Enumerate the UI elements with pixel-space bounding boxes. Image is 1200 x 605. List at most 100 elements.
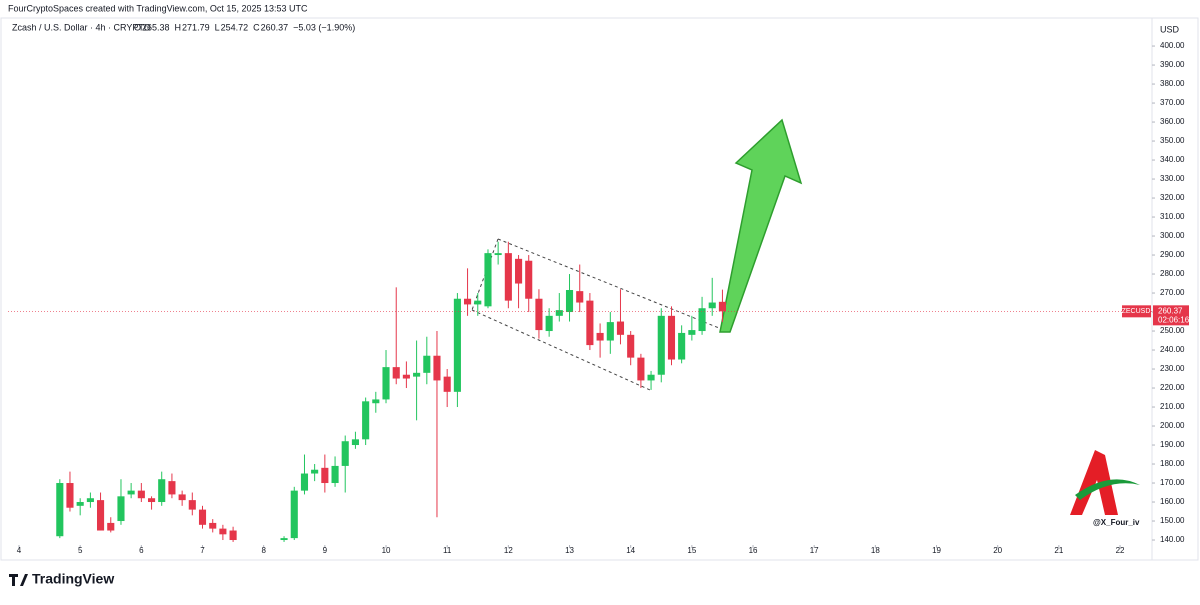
- candle-body: [484, 253, 492, 307]
- candle-body: [56, 483, 64, 537]
- candle-body: [66, 483, 74, 508]
- y-tick-label: 300.00: [1160, 231, 1185, 240]
- y-tick-label: 210.00: [1160, 402, 1185, 411]
- candle-body: [158, 479, 166, 503]
- chart-frame: [0, 17, 1199, 561]
- y-tick-label: 270.00: [1160, 288, 1185, 297]
- ohlc-value: −5.03 (−1.90%): [293, 22, 355, 32]
- candle-body: [331, 465, 339, 484]
- watermark-logo: [1070, 450, 1118, 515]
- candle-body: [606, 322, 614, 341]
- x-tick-label: 9: [323, 546, 328, 555]
- x-tick-label: 18: [871, 546, 880, 555]
- candle-body: [351, 439, 359, 446]
- candle-body: [545, 315, 553, 332]
- candle-body: [413, 372, 421, 377]
- candle-body: [96, 500, 105, 531]
- ohlc-label: L: [215, 22, 220, 32]
- y-tick-label: 230.00: [1160, 364, 1185, 373]
- candle-body: [616, 321, 625, 335]
- candle-body: [402, 374, 410, 379]
- y-tick-label: 290.00: [1160, 250, 1185, 259]
- ohlc-label: O: [134, 22, 141, 32]
- candle-body: [596, 332, 604, 341]
- candle-body: [698, 308, 706, 332]
- x-tick-label: 22: [1116, 546, 1125, 555]
- x-tick-label: 17: [810, 546, 819, 555]
- candle-body: [117, 496, 125, 522]
- up-arrow: [719, 118, 803, 333]
- candle-body: [127, 490, 135, 495]
- channel-upper: [497, 238, 725, 331]
- symbol-tag: ZECUSD: [1122, 308, 1151, 315]
- x-tick-label: 15: [687, 546, 696, 555]
- y-tick-label: 350.00: [1160, 136, 1185, 145]
- candle-body: [382, 367, 390, 400]
- candle-body: [515, 258, 523, 284]
- y-tick-label: 380.00: [1160, 79, 1185, 88]
- countdown: 02:06:16: [1158, 315, 1190, 324]
- price-tag-bg: [1153, 305, 1189, 326]
- candle-body: [168, 481, 176, 495]
- candle-body: [657, 315, 665, 375]
- x-tick-label: 6: [139, 546, 144, 555]
- channel-lower: [471, 309, 651, 391]
- y-tick-label: 310.00: [1160, 212, 1185, 221]
- candle-body: [300, 473, 309, 491]
- candle-body: [372, 399, 380, 404]
- y-tick-label: 200.00: [1160, 421, 1185, 430]
- y-tick-label: 150.00: [1160, 516, 1185, 525]
- candle-body: [525, 260, 533, 299]
- y-tick-label: 280.00: [1160, 269, 1185, 278]
- candle-body: [148, 498, 156, 503]
- x-tick-label: 11: [443, 546, 452, 555]
- y-tick-label: 360.00: [1160, 117, 1185, 126]
- x-tick-label: 7: [200, 546, 205, 555]
- ohlc-value: 254.72: [221, 22, 249, 32]
- ohlc-value: 260.37: [261, 22, 289, 32]
- y-tick-label: 330.00: [1160, 174, 1185, 183]
- candle-body: [362, 401, 370, 440]
- y-tick-label: 180.00: [1160, 459, 1185, 468]
- symbol: Zcash / U.S. Dollar · 4h · CRYPTO: [12, 22, 151, 32]
- credit: FourCryptoSpaces created with TradingVie…: [8, 3, 308, 13]
- y-tick-label: 340.00: [1160, 155, 1185, 164]
- candle-body: [565, 289, 574, 313]
- candle-body: [637, 357, 645, 381]
- watermark-swoosh: [1075, 479, 1140, 500]
- candle-body: [86, 498, 94, 503]
- x-tick-label: 20: [993, 546, 1002, 555]
- footer: TradingView: [32, 571, 114, 587]
- y-tick-label: 390.00: [1160, 60, 1185, 69]
- x-tick-label: 14: [626, 546, 635, 555]
- x-tick-label: 4: [17, 546, 22, 555]
- candle-body: [229, 530, 237, 541]
- candle-body: [423, 355, 431, 373]
- x-tick-label: 12: [504, 546, 513, 555]
- candle-body: [188, 500, 196, 510]
- ohlc-legend: O 265.38 H 271.79 L 254.72 C 260.37 −5.03 (−1.90…: [134, 22, 355, 32]
- price-tag: 260.37: [1158, 306, 1183, 315]
- y-tick-label: 170.00: [1160, 478, 1185, 487]
- x-tick-label: 19: [932, 546, 941, 555]
- candle-body: [688, 330, 696, 335]
- candle-body: [107, 522, 115, 531]
- ohlc-value: 265.38: [142, 22, 170, 32]
- candle-body: [474, 300, 482, 305]
- y-tick-label: 400.00: [1160, 41, 1185, 50]
- candles: [56, 241, 726, 542]
- candle-body: [392, 367, 400, 379]
- candle-body: [178, 494, 186, 501]
- candle-body: [443, 376, 451, 392]
- candle-body: [198, 509, 207, 525]
- y-tick-label: 370.00: [1160, 98, 1185, 107]
- y-tick-label: 320.00: [1160, 193, 1185, 202]
- candle-body: [586, 300, 594, 346]
- footer-icon: [9, 574, 28, 586]
- candle-body: [627, 334, 635, 358]
- candle-body: [453, 298, 461, 392]
- candle-body: [494, 253, 502, 256]
- y-tick-label: 140.00: [1160, 535, 1185, 544]
- x-tick-label: 5: [78, 546, 83, 555]
